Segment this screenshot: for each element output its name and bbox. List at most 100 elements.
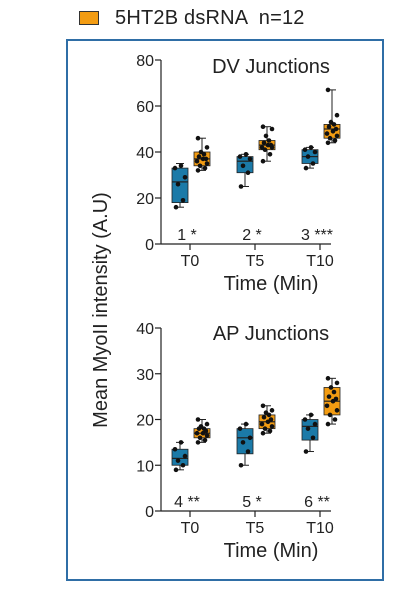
- control-box-T0: [171, 440, 189, 473]
- data-point: [178, 163, 184, 169]
- data-point: [180, 462, 186, 468]
- data-point: [332, 138, 338, 143]
- data-point: [325, 421, 331, 427]
- data-point: [312, 421, 318, 427]
- data-point: [194, 430, 200, 436]
- data-point: [195, 417, 201, 422]
- data-point: [245, 170, 251, 175]
- significance-annotation: 5 *: [242, 494, 262, 511]
- significance-annotation: 3 ***: [301, 227, 333, 244]
- data-point: [327, 412, 333, 418]
- data-point: [240, 163, 246, 169]
- data-point: [325, 140, 331, 146]
- x-tick-label: T5: [246, 253, 265, 270]
- data-point: [324, 403, 330, 409]
- data-point: [202, 437, 208, 443]
- x-tick-label: T0: [181, 520, 200, 537]
- data-point: [262, 426, 268, 431]
- data-point: [243, 152, 249, 157]
- control-box-T10: [301, 145, 319, 171]
- control-box-T0: [171, 163, 189, 210]
- legend: 5HT2B dsRNA n=12: [79, 7, 305, 29]
- data-point: [182, 175, 188, 180]
- data-point: [310, 161, 316, 166]
- data-point: [328, 385, 334, 390]
- y-tick-label: 60: [136, 99, 154, 116]
- significance-annotation: 6 **: [304, 494, 330, 511]
- data-point: [332, 417, 338, 422]
- data-point: [243, 421, 249, 427]
- data-point: [245, 449, 251, 454]
- data-point: [260, 430, 266, 436]
- data-point: [203, 156, 209, 162]
- data-point: [269, 408, 275, 413]
- data-point: [260, 158, 266, 164]
- data-point: [197, 435, 203, 441]
- data-point: [334, 112, 340, 118]
- data-point: [202, 165, 208, 171]
- data-point: [269, 126, 275, 132]
- data-point: [263, 410, 269, 415]
- data-point: [259, 421, 265, 427]
- x-tick-label: T0: [181, 253, 200, 270]
- data-point: [333, 126, 339, 132]
- data-point: [247, 435, 253, 441]
- data-point: [302, 417, 308, 422]
- data-point: [267, 152, 273, 157]
- data-point: [267, 428, 273, 434]
- treatment-box-T10: [323, 376, 341, 427]
- data-point: [196, 154, 202, 159]
- treatment-box-T0: [193, 417, 211, 445]
- data-point: [198, 149, 204, 155]
- y-tick-label: 20: [136, 191, 154, 208]
- treatment-box-T5: [258, 403, 276, 436]
- data-point: [195, 168, 201, 173]
- data-point: [172, 446, 178, 452]
- data-point: [325, 376, 331, 381]
- data-point: [305, 154, 311, 159]
- data-point: [237, 426, 243, 431]
- data-point: [305, 426, 311, 431]
- box-iqr: [236, 428, 254, 455]
- data-point: [268, 417, 274, 422]
- y-tick-label: 20: [136, 413, 154, 430]
- data-point: [325, 87, 331, 93]
- data-point: [303, 165, 309, 171]
- y-tick-label: 0: [145, 237, 154, 254]
- data-point: [194, 158, 200, 164]
- data-point: [178, 440, 184, 445]
- data-point: [303, 449, 309, 454]
- y-tick-label: 0: [145, 504, 154, 521]
- data-point: [204, 433, 210, 438]
- x-axis-label: Time (Min): [224, 540, 319, 562]
- data-point: [173, 204, 179, 210]
- y-tick-label: 40: [136, 321, 154, 338]
- data-point: [247, 156, 253, 162]
- data-point: [195, 135, 201, 141]
- y-tick-label: 40: [136, 145, 154, 162]
- data-point: [334, 133, 340, 139]
- y-axis-label: Mean MyoII intensity (A.U): [90, 192, 112, 428]
- chart-2: AP Junctions 0 10 20 30 40 T0 T5 T10 Time (Min) 4 …: [136, 321, 341, 562]
- y-tick-label: 80: [136, 53, 154, 70]
- data-point: [197, 163, 203, 169]
- treatment-box-T10: [323, 87, 341, 146]
- data-point: [308, 412, 314, 418]
- significance-annotation: 1 *: [177, 227, 197, 244]
- x-tick-label: T10: [306, 253, 334, 270]
- data-point: [266, 138, 272, 143]
- data-point: [173, 467, 179, 473]
- data-point: [308, 145, 314, 150]
- data-point: [198, 424, 204, 429]
- y-tick-label: 30: [136, 367, 154, 384]
- x-axis-label: Time (Min): [224, 273, 319, 295]
- y-tick-label: 10: [136, 458, 154, 475]
- data-point: [261, 140, 267, 146]
- data-point: [260, 124, 266, 129]
- data-point: [269, 424, 275, 429]
- chart-title: AP Junctions: [213, 323, 329, 345]
- data-point: [204, 145, 210, 150]
- x-tick-label: T10: [306, 520, 334, 537]
- data-point: [326, 124, 332, 129]
